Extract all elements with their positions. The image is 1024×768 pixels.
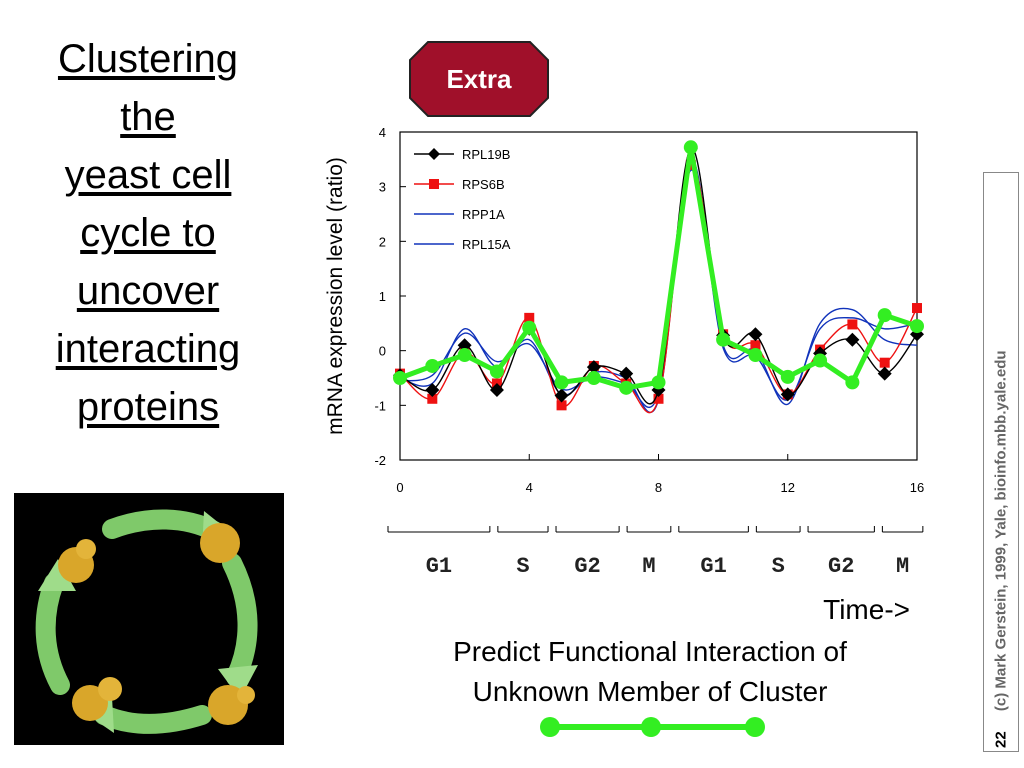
data-point — [425, 358, 440, 373]
title-line: the — [120, 95, 176, 139]
x-tick-label: 8 — [655, 480, 662, 495]
data-point — [427, 393, 438, 404]
series-highlight — [393, 140, 924, 395]
data-point — [910, 319, 924, 334]
data-point — [716, 332, 731, 347]
x-tick-label: 0 — [396, 480, 403, 495]
data-point — [912, 303, 922, 314]
data-point — [813, 353, 828, 368]
caption-line: Predict Functional Interaction of — [453, 636, 847, 667]
data-point — [489, 383, 504, 398]
title-line: yeast cell — [64, 153, 232, 197]
slide-title: Clustering the yeast cell cycle to uncover in… — [10, 30, 286, 436]
legend-marker — [428, 148, 440, 160]
data-point — [457, 338, 472, 353]
y-tick-label: 2 — [379, 234, 386, 249]
data-point — [425, 383, 440, 398]
data-point — [619, 366, 634, 381]
credit-text: (c) Mark Gerstein, 1999, Yale, bioinfo.m… — [992, 350, 1010, 712]
y-tick-label: -1 — [374, 398, 386, 413]
data-point — [879, 357, 890, 368]
data-point — [524, 312, 535, 323]
series-layer — [393, 140, 924, 414]
phase-label: G2 — [828, 554, 854, 579]
data-point — [554, 388, 569, 403]
caption-line: Unknown Member of Cluster — [472, 676, 828, 707]
phase-label: M — [896, 554, 909, 579]
title-line: Clustering — [57, 37, 239, 81]
phase-label: S — [516, 554, 529, 579]
data-point — [845, 332, 860, 347]
legend: RPL19B RPS6B RPP1A RPL15A — [414, 147, 511, 252]
phase-label: M — [642, 554, 655, 579]
phase-label: G1 — [426, 554, 452, 579]
extra-badge: Extra — [409, 41, 549, 117]
data-point — [877, 308, 892, 323]
page-number: 22 — [992, 731, 1010, 748]
data-point — [780, 387, 795, 402]
y-tick-label: -2 — [374, 453, 386, 468]
badge-label: Extra — [446, 64, 512, 94]
y-axis-label: mRNA expression level (ratio) — [324, 157, 347, 435]
y-tick-label: 0 — [379, 344, 386, 359]
legend-label: RPP1A — [462, 207, 505, 222]
cluster-member-icon — [540, 717, 765, 737]
cell-cycle-phase-axis: G1 S G2 M G1 S G2 M — [387, 526, 924, 579]
data-point — [489, 364, 504, 379]
time-axis-label: Time-> — [823, 594, 910, 625]
side-credit-bar: 22 (c) Mark Gerstein, 1999, Yale, bioinf… — [983, 172, 1019, 752]
data-point — [748, 327, 763, 342]
data-point — [556, 400, 567, 411]
x-tick-label: 12 — [781, 480, 795, 495]
legend-label: RPL19B — [462, 147, 510, 162]
title-line: interacting — [55, 327, 241, 371]
x-tick-label: 4 — [526, 480, 533, 495]
data-point — [393, 371, 407, 385]
legend-label: RPL15A — [462, 237, 511, 252]
title-line: proteins — [76, 385, 220, 429]
y-tick-label: 3 — [379, 180, 386, 195]
data-point — [522, 320, 537, 335]
legend-label: RPS6B — [462, 177, 505, 192]
data-point — [780, 369, 795, 384]
title-line: cycle to — [80, 211, 216, 255]
data-point — [847, 319, 858, 330]
x-tick-label: 16 — [910, 480, 924, 495]
title-line: uncover — [76, 269, 220, 313]
data-point — [683, 140, 698, 155]
data-point — [619, 380, 634, 395]
caption: Predict Functional Interaction of Unknown… — [380, 632, 920, 712]
data-point — [877, 366, 892, 381]
data-point — [457, 348, 472, 363]
data-point — [845, 375, 860, 390]
data-point — [748, 348, 763, 363]
data-point — [750, 340, 761, 351]
y-tick-label: 4 — [379, 125, 386, 140]
legend-marker — [429, 179, 439, 189]
data-point — [554, 375, 569, 390]
phase-label: G1 — [700, 554, 726, 579]
data-point — [653, 393, 664, 404]
data-point — [586, 371, 601, 385]
data-point — [586, 360, 601, 375]
badge-shape — [409, 41, 549, 117]
y-tick-label: 1 — [379, 289, 386, 304]
yeast-cell-cycle-image — [14, 493, 284, 745]
data-point — [651, 375, 666, 390]
phase-label: S — [772, 554, 785, 579]
phase-label: G2 — [574, 554, 600, 579]
